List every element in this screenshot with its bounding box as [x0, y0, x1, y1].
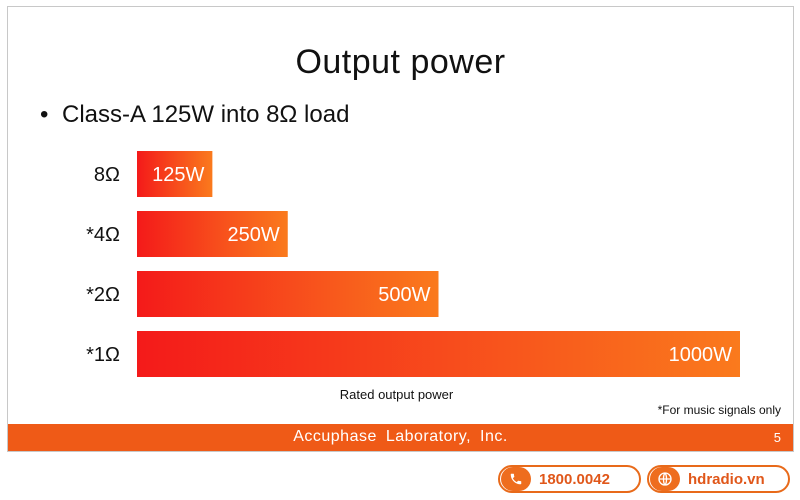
website-url: hdradio.vn: [688, 470, 765, 488]
slide-title: Output power: [295, 43, 506, 81]
bar-value-label: 125W: [152, 164, 204, 186]
bar-value-label: 500W: [378, 284, 430, 306]
website-contact-button[interactable]: hdradio.vn: [647, 465, 790, 493]
page-number: 5: [773, 430, 781, 445]
category-label: *1Ω: [86, 344, 120, 366]
footer-company: Accuphase Laboratory, Inc.: [293, 428, 508, 445]
bar: [137, 211, 288, 257]
footer-bar: Accuphase Laboratory, Inc. 5: [8, 424, 793, 451]
output-power-bar-chart: 8Ω 125W *4Ω 250W *2Ω 500W *1Ω 1000W: [86, 151, 740, 377]
footnote: *For music signals only: [657, 403, 781, 417]
category-label: *4Ω: [86, 224, 120, 246]
phone-contact-button[interactable]: 1800.0042: [498, 465, 641, 493]
bullet-point: • Class-A 125W into 8Ω load: [40, 101, 349, 129]
bullet-text: Class-A 125W into 8Ω load: [62, 101, 350, 128]
globe-icon: [650, 467, 680, 491]
bar-value-label: 250W: [228, 224, 280, 246]
category-label: *2Ω: [86, 284, 120, 306]
phone-number: 1800.0042: [539, 470, 610, 488]
bar-value-label: 1000W: [669, 344, 732, 366]
bar: [137, 331, 740, 377]
bar: [137, 271, 439, 317]
category-label: 8Ω: [94, 164, 120, 186]
slide: Output power • Class-A 125W into 8Ω load …: [7, 6, 794, 452]
bullet-dot-icon: •: [40, 101, 49, 128]
phone-icon: [501, 467, 531, 491]
x-axis-label: Rated output power: [339, 387, 454, 402]
bar: [137, 151, 213, 197]
